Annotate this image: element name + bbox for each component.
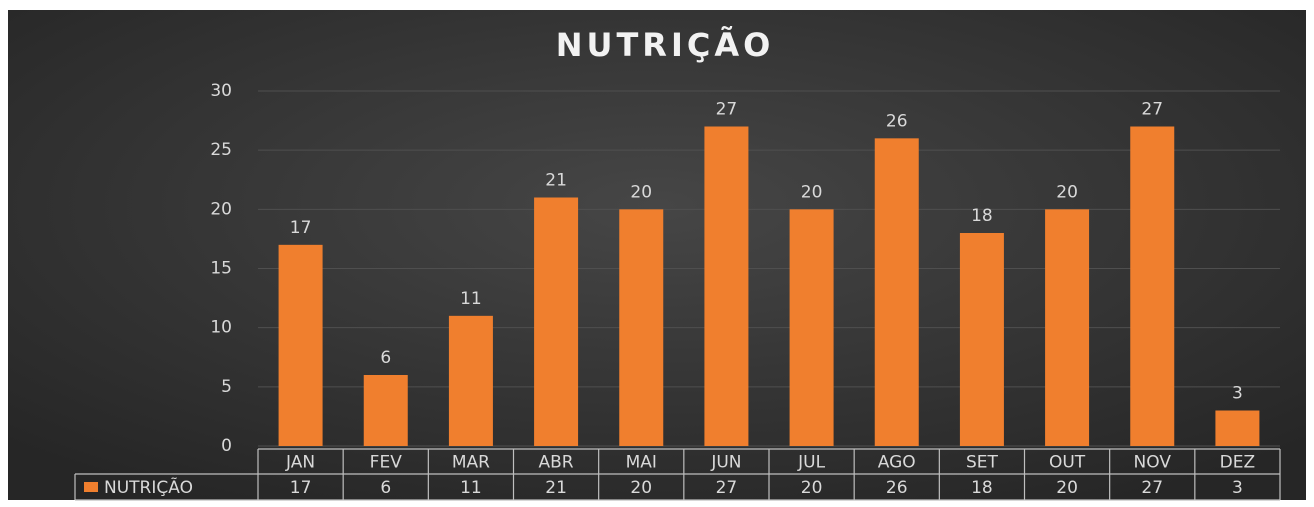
bar	[534, 197, 579, 446]
bar	[789, 209, 834, 446]
x-tick-label: JUN	[710, 453, 741, 473]
data-label: 6	[380, 348, 391, 368]
y-tick-label: 15	[210, 259, 232, 279]
table-value: 27	[716, 478, 738, 498]
data-label: 27	[716, 100, 738, 120]
bar	[1130, 126, 1175, 446]
x-tick-label: JUL	[797, 453, 825, 473]
bar	[704, 126, 749, 446]
table-value: 6	[380, 478, 391, 498]
y-tick-label: 20	[210, 199, 232, 219]
data-label: 20	[1056, 182, 1078, 202]
bar	[959, 233, 1004, 446]
x-tick-label: MAI	[626, 453, 657, 473]
data-label: 17	[290, 218, 312, 238]
table-value: 11	[460, 478, 482, 498]
x-tick-label: ABR	[539, 453, 574, 473]
legend-label: NUTRIÇÃO	[104, 476, 193, 498]
x-tick-label: DEZ	[1220, 453, 1255, 473]
x-tick-label: OUT	[1049, 453, 1086, 473]
y-tick-label: 30	[210, 81, 232, 101]
bar	[363, 375, 408, 446]
x-tick-label: AGO	[878, 453, 916, 473]
data-label: 26	[886, 111, 908, 131]
x-tick-label: JAN	[285, 453, 315, 473]
y-tick-label: 10	[210, 318, 232, 338]
bar	[1215, 410, 1260, 446]
data-label: 11	[460, 289, 482, 309]
data-label: 21	[545, 171, 567, 191]
legend-swatch	[84, 482, 98, 492]
data-label: 20	[630, 182, 652, 202]
x-tick-label: SET	[966, 453, 999, 473]
table-value: 17	[290, 478, 312, 498]
table-value: 21	[545, 478, 567, 498]
table-value: 3	[1232, 478, 1243, 498]
x-tick-label: FEV	[370, 453, 403, 473]
table-value: 20	[630, 478, 652, 498]
bar	[1045, 209, 1090, 446]
y-tick-label: 25	[210, 140, 232, 160]
data-label: 27	[1141, 100, 1163, 120]
table-value: 18	[971, 478, 993, 498]
bar	[448, 315, 493, 446]
table-value: 20	[801, 478, 823, 498]
data-label: 3	[1232, 384, 1243, 404]
table-value: 27	[1141, 478, 1163, 498]
bar	[278, 244, 323, 446]
y-tick-label: 0	[221, 436, 232, 456]
x-tick-label: NOV	[1134, 453, 1172, 473]
table-value: 20	[1056, 478, 1078, 498]
chart-title: NUTRIÇÃO	[556, 26, 775, 64]
table-value: 26	[886, 478, 908, 498]
data-label: 18	[971, 206, 993, 226]
y-tick-label: 5	[221, 377, 232, 397]
bar	[619, 209, 664, 446]
bar	[874, 138, 919, 447]
x-tick-label: MAR	[452, 453, 490, 473]
data-label: 20	[801, 182, 823, 202]
